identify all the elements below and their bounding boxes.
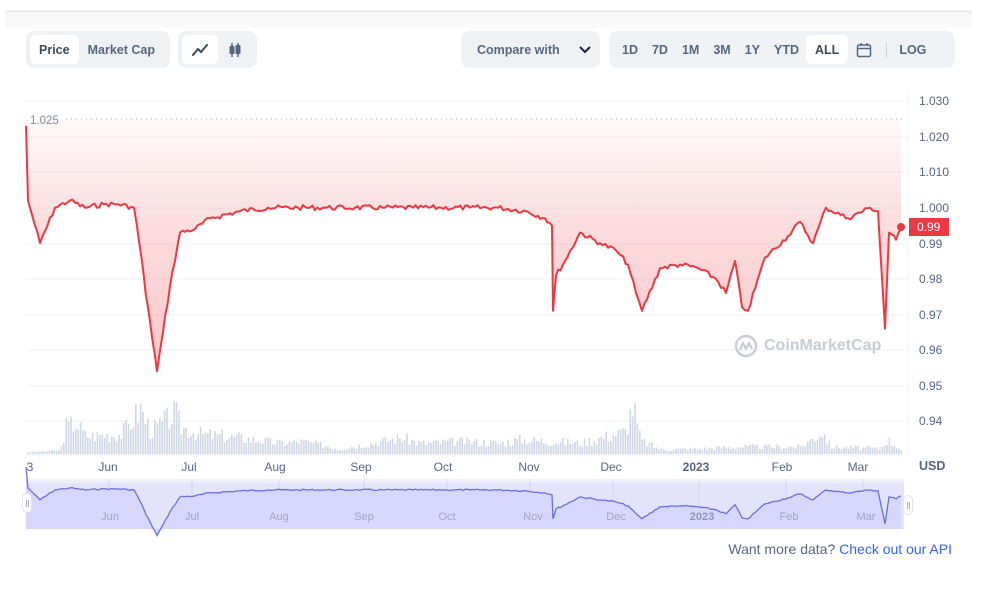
x-tick-label: Feb — [771, 460, 793, 474]
y-tick-label: 0.97 — [919, 308, 943, 322]
time-range-group: 1D 7D 1M 3M 1Y YTD ALL LOG — [609, 31, 955, 68]
line-chart-icon — [191, 43, 208, 56]
range-7d-button[interactable]: 7D — [651, 42, 668, 57]
navigator-tick-label-year: 2023 — [689, 511, 715, 523]
page-top-divider — [5, 0, 972, 28]
x-tick-label: Oct — [433, 460, 453, 474]
navigator-right-handle[interactable] — [903, 495, 913, 515]
coinmarketcap-watermark: CoinMarketCap — [734, 334, 881, 358]
x-tick-label: Nov — [518, 460, 540, 474]
range-all-button[interactable]: ALL — [806, 35, 849, 64]
chart-type-group — [178, 31, 257, 68]
x-tick-label: Jun — [98, 460, 118, 474]
navigator-tick-label: Sep — [354, 511, 374, 523]
log-scale-button[interactable]: LOG — [899, 42, 927, 57]
api-promo: Want more data? Check out our API — [728, 541, 952, 557]
toolbar-divider — [886, 41, 888, 58]
navigator-tick-label: Oct — [438, 511, 456, 523]
y-tick-label: 1.010 — [919, 165, 950, 179]
y-tick-label: 1.030 — [919, 94, 950, 108]
navigator-tick-label: Aug — [269, 511, 289, 523]
compare-with-label: Compare with — [477, 42, 560, 57]
x-tick-label: Sep — [350, 460, 372, 474]
navigator-tick-label: Mar — [856, 511, 876, 523]
currency-label: USD — [919, 459, 946, 473]
volume-bars — [27, 401, 903, 454]
reference-line-label: 1.025 — [30, 115, 59, 127]
coinmarketcap-logo-icon — [734, 334, 758, 358]
navigator-tick-label: Nov — [523, 511, 543, 523]
grid-lines — [26, 90, 909, 456]
current-price-tag: 0.99 — [909, 218, 949, 236]
navigator-tick-label: Jun — [101, 511, 119, 523]
calendar-icon — [857, 42, 872, 57]
x-tick-label: Mar — [847, 460, 869, 474]
y-tick-label: 0.98 — [919, 272, 943, 286]
y-tick-label: 1.020 — [919, 130, 950, 144]
tab-price[interactable]: Price — [30, 35, 79, 64]
api-promo-text: Want more data? — [728, 541, 836, 557]
navigator-area — [26, 467, 901, 536]
navigator-line — [25, 466, 902, 538]
range-1d-button[interactable]: 1D — [622, 42, 638, 57]
y-tick-label: 1.000 — [919, 201, 950, 215]
x-tick-label: 3 — [26, 460, 34, 474]
navigator-left-handle[interactable] — [22, 493, 32, 513]
x-tick-label-year: 2023 — [682, 460, 710, 474]
compare-with-dropdown[interactable]: Compare with — [461, 31, 600, 68]
price-line — [25, 125, 902, 373]
navigator-tick-label: Dec — [606, 511, 626, 523]
price-area — [26, 119, 901, 372]
range-ytd-button[interactable]: YTD — [774, 42, 800, 57]
x-tick-label: Dec — [600, 460, 622, 474]
line-chart-button[interactable] — [182, 35, 218, 64]
y-tick-label: 0.94 — [919, 414, 943, 428]
price-chart[interactable] — [0, 80, 982, 540]
range-1y-button[interactable]: 1Y — [744, 42, 761, 57]
y-tick-label: 0.99 — [919, 237, 943, 251]
range-3m-button[interactable]: 3M — [713, 42, 731, 57]
candlestick-chart-button[interactable] — [218, 35, 254, 64]
last-price-dot — [897, 223, 905, 231]
y-tick-label: 0.96 — [919, 343, 943, 357]
y-tick-label: 0.95 — [919, 379, 943, 393]
api-link[interactable]: Check out our API — [839, 541, 952, 557]
tab-market-cap[interactable]: Market Cap — [87, 42, 155, 57]
metric-toggle-group: Price Market Cap — [26, 31, 170, 68]
chevron-down-icon — [579, 46, 591, 53]
x-tick-label: Jul — [181, 460, 197, 474]
candlestick-icon — [229, 42, 241, 57]
navigator-tick-label: Feb — [779, 511, 799, 523]
x-tick-label: Aug — [264, 460, 286, 474]
range-1m-button[interactable]: 1M — [681, 42, 700, 57]
watermark-text: CoinMarketCap — [764, 337, 882, 354]
date-range-button[interactable] — [848, 35, 880, 64]
navigator-tick-label: Jul — [184, 511, 200, 523]
